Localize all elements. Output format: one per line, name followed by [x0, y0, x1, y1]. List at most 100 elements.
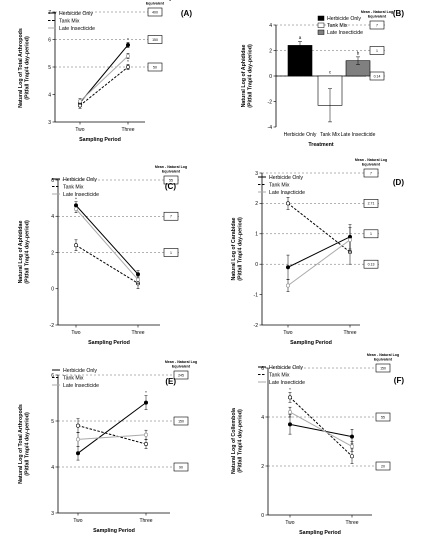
- legend-label: Tank Mix: [63, 184, 84, 190]
- y-tick-label: 4: [51, 214, 54, 220]
- mean-value-label: 0.13: [368, 263, 375, 267]
- x-tick-label: Two: [285, 520, 294, 526]
- mean-value-box: [147, 35, 163, 44]
- y-tick-label: 4: [51, 465, 54, 471]
- mean-value-label: 0.14: [374, 74, 381, 78]
- data-point: [349, 454, 354, 459]
- y-axis-title-line: Natural Log of Total Arthropods: [18, 28, 24, 108]
- x-tick-label: Two: [71, 330, 80, 336]
- y-tick-label: 0: [261, 513, 264, 519]
- mean-value-box: [173, 370, 189, 380]
- legend-label: Late Insecticide: [59, 26, 95, 32]
- y-axis-title: Natural Log of Carabidae(Pitfall Trap/4 …: [231, 217, 244, 281]
- y-tick-label: 0: [269, 74, 272, 80]
- y-tick-label: 5: [48, 65, 51, 71]
- y-tick-label: 3: [48, 120, 51, 126]
- mean-value-box: [375, 363, 391, 373]
- mean-value-label: 55: [381, 415, 385, 419]
- y-axis-title: Natural Log of Aphididae(Pitfall Trap/4 …: [241, 44, 254, 108]
- y-tick-label: 4: [48, 92, 51, 98]
- x-tick-label: Two: [283, 330, 292, 336]
- x-axis-title: Sampling Period: [299, 530, 341, 536]
- data-point: [78, 99, 83, 104]
- y-axis-title-line: (Pitfall Trap/4 day-period): [238, 217, 244, 281]
- y-axis-title-line: (Pitfall Trap/4 day-period): [25, 412, 31, 476]
- significance-star: *: [289, 387, 291, 392]
- y-tick-label: -2: [268, 99, 273, 105]
- mean-value-box: [163, 211, 179, 221]
- y-tick-label: 2: [269, 48, 272, 54]
- data-point: [144, 441, 149, 446]
- x-tick-label: Three: [343, 330, 356, 336]
- series-line: [287, 236, 351, 268]
- y-axis-title-line: Natural Log of Collembola: [231, 408, 237, 474]
- data-point: [74, 243, 79, 248]
- series-line: [289, 411, 353, 447]
- series-line: [77, 402, 147, 454]
- mean-value-label: 1: [376, 49, 378, 53]
- chart-panel-2: 7 1 0.14 Mean - Natural Log Equivalent -4 -2 0 2…: [241, 9, 404, 148]
- legend-label: Late Insecticide: [269, 380, 305, 386]
- series-line: [75, 244, 139, 284]
- y-tick-label: 1: [255, 232, 258, 238]
- legend-label: Tank Mix: [269, 182, 290, 188]
- mean-value-box: [173, 416, 189, 426]
- mean-value-box: [147, 62, 163, 72]
- x-axis-title: Sampling Period: [88, 340, 130, 346]
- data-point: [287, 410, 292, 415]
- y-axis-title-line: Natural Log of Aphididae: [241, 45, 247, 108]
- significance-star: *: [75, 196, 77, 201]
- significance-star: *: [127, 59, 129, 64]
- legend-label: Late Insecticide: [269, 190, 305, 196]
- mean-title-line: Mean - Natural Log: [361, 10, 393, 14]
- panel-label: (D): [393, 178, 404, 187]
- legend-swatch: [317, 29, 325, 35]
- mean-value-box: [369, 20, 385, 30]
- mean-value-label: 2.71: [368, 202, 375, 206]
- legend-label: Tank Mix: [63, 375, 84, 381]
- series-line: [289, 423, 353, 438]
- panel-label: (C): [165, 182, 176, 191]
- y-tick-label: -2: [254, 323, 259, 329]
- x-tick-label: Three: [345, 520, 358, 526]
- mean-value-label: 55: [169, 178, 173, 182]
- mean-value-label: 7: [370, 171, 372, 175]
- x-tick-label: Three: [131, 330, 144, 336]
- legend-label: Late Insecticide: [63, 192, 99, 198]
- mean-value-box: [375, 461, 391, 471]
- mean-value-box: [375, 412, 391, 422]
- data-point: [126, 65, 131, 70]
- y-tick-label: 0: [51, 287, 54, 293]
- y-axis-title-line: Natural Log of Aphididae: [18, 221, 24, 284]
- mean-title-line: Equivalent: [374, 358, 393, 362]
- y-axis-title: Natural Log of Total Arthropods(Pitfall …: [18, 28, 31, 108]
- mean-value-label: 400: [152, 10, 158, 14]
- series-line: [75, 208, 139, 281]
- legend-label: Herbicide Only: [269, 365, 303, 371]
- panel-label: (B): [393, 9, 404, 18]
- chart-panel-3: 55 7 1 Mean - Natural Log Equivalent -2 0 2 4 6 Tw…: [18, 165, 187, 346]
- y-tick-label: -4: [268, 125, 273, 131]
- series-line: [79, 66, 129, 106]
- data-point: [347, 237, 352, 242]
- significance-star: *: [127, 37, 129, 42]
- series-line: [287, 203, 351, 253]
- legend-label: Late Insecticide: [327, 30, 363, 36]
- legend-swatch: [317, 15, 325, 21]
- panel-label: (F): [394, 376, 405, 385]
- y-tick-label: 2: [51, 250, 54, 256]
- x-axis-title: Sampling Period: [79, 137, 121, 143]
- data-point: [126, 53, 131, 58]
- mean-value-box: [147, 7, 163, 17]
- mean-value-label: 20: [381, 464, 385, 468]
- y-axis-title: Natural Log of Total Arthropods(Pitfall …: [18, 404, 31, 484]
- mean-title-line: Equivalent: [362, 163, 381, 167]
- legend-label: Herbicide Only: [63, 368, 97, 374]
- mean-title-line: Mean - Natural Log: [139, 0, 171, 1]
- y-tick-label: -1: [254, 292, 259, 298]
- mean-value-label: 90: [179, 465, 183, 469]
